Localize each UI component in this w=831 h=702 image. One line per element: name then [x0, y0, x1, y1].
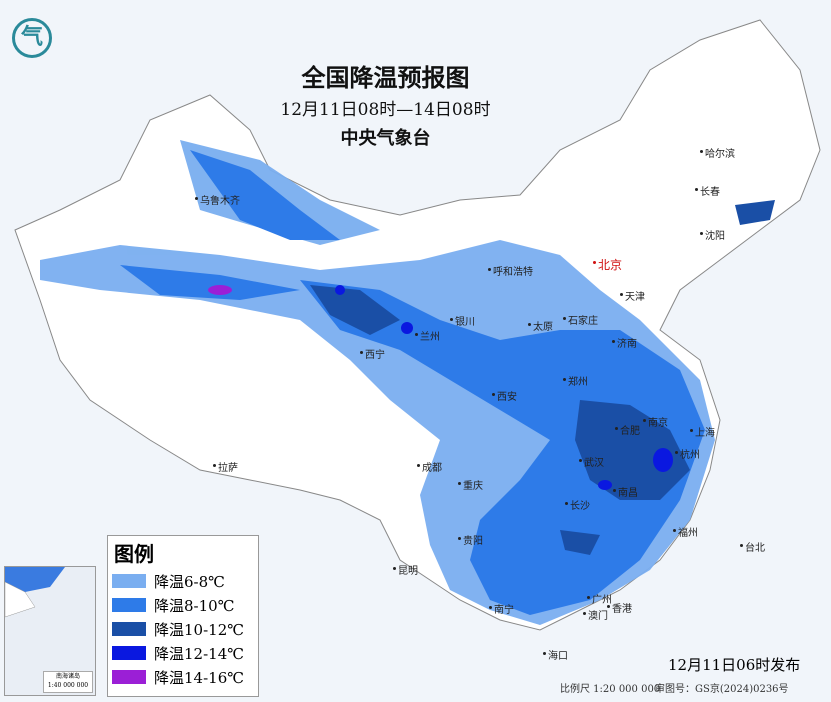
legend-item: 降温10-12℃ [112, 617, 258, 641]
city-label: 合肥 [615, 422, 640, 437]
cooling-8-10 [120, 150, 705, 615]
cooling-12-14 [335, 285, 673, 490]
city-label: 兰州 [415, 328, 440, 343]
inset-caption: 南海诸岛 1:40 000 000 [43, 671, 93, 693]
issue-time: 12月11日06时发布 [668, 656, 801, 674]
city-label: 西宁 [360, 346, 385, 361]
legend-title: 图例 [114, 542, 154, 566]
legend: 图例 降温6-8℃ 降温8-10℃ 降温10-12℃ 降温12-14℃ 降温14-16℃ [107, 535, 259, 697]
city-label: 昆明 [393, 562, 418, 577]
legend-swatch [112, 622, 146, 636]
legend-swatch [112, 598, 146, 612]
city-label: 南昌 [613, 484, 638, 499]
legend-label: 降温10-12℃ [154, 620, 245, 639]
city-label: 福州 [673, 524, 698, 539]
approval-number: 审图号：GS京(2024)0236号 [655, 684, 789, 695]
city-label: 杭州 [675, 446, 700, 461]
agency: 中央气象台 [340, 128, 431, 149]
city-label: 海口 [543, 647, 568, 662]
city-label: 南京 [643, 414, 668, 429]
city-label: 台北 [740, 539, 765, 554]
legend-label: 降温8-10℃ [154, 596, 235, 615]
city-label: 天津 [620, 288, 645, 303]
city-label: 武汉 [579, 454, 604, 469]
map-title: 全国降温预报图 [301, 64, 470, 92]
legend-swatch [112, 574, 146, 588]
legend-label: 降温12-14℃ [154, 644, 245, 663]
city-label: 长沙 [565, 497, 590, 512]
city-label: 南宁 [489, 601, 514, 616]
legend-item: 降温14-16℃ [112, 665, 258, 689]
city-label: 济南 [612, 335, 637, 350]
cma-logo-icon: 气 [12, 18, 52, 58]
cooling-14-16 [208, 285, 232, 295]
city-label: 石家庄 [563, 312, 598, 327]
city-label: 郑州 [563, 373, 588, 388]
legend-item: 降温8-10℃ [112, 593, 258, 617]
city-label: 哈尔滨 [700, 145, 735, 160]
city-label: 太原 [528, 318, 553, 333]
forecast-period: 12月11日08时—14日08时 [280, 100, 491, 120]
legend-swatch [112, 670, 146, 684]
legend-item: 降温6-8℃ [112, 569, 258, 593]
city-label: 澳门 [583, 607, 608, 622]
legend-swatch [112, 646, 146, 660]
city-label: 长春 [695, 183, 720, 198]
legend-label: 降温14-16℃ [154, 668, 245, 687]
city-label: 上海 [690, 424, 715, 439]
city-label: 成都 [417, 459, 442, 474]
city-label: 广州 [587, 591, 612, 606]
inset-map [5, 567, 65, 618]
city-label: 香港 [607, 600, 632, 615]
legend-item: 降温12-14℃ [112, 641, 258, 665]
cooling-10-12 [310, 200, 775, 555]
city-label: 乌鲁木齐 [195, 192, 240, 207]
city-label: 沈阳 [700, 227, 725, 242]
map-scale: 比例尺 1:20 000 000 [560, 684, 661, 695]
city-label: 西安 [492, 388, 517, 403]
legend-label: 降温6-8℃ [154, 572, 225, 591]
city-label: 重庆 [458, 477, 483, 492]
city-label: 北京 [592, 258, 623, 272]
south-china-sea-inset: 南海诸岛 1:40 000 000 [4, 566, 96, 696]
city-label: 贵阳 [458, 532, 483, 547]
city-label: 银川 [450, 313, 475, 328]
city-label: 拉萨 [213, 459, 238, 474]
city-label: 呼和浩特 [488, 263, 533, 278]
